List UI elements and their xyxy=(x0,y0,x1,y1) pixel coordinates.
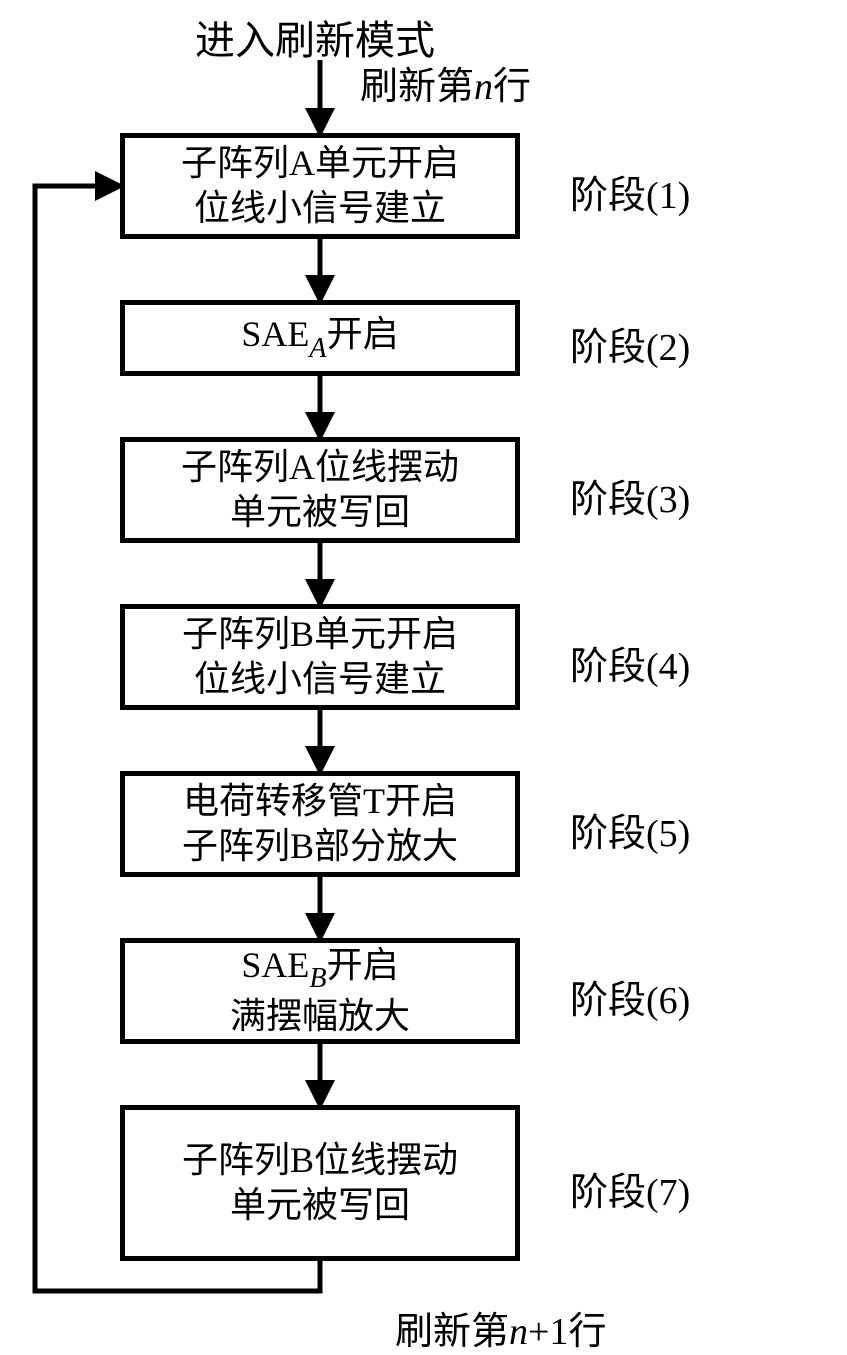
arrows-layer xyxy=(0,0,847,1355)
footer-prefix: 刷新第 xyxy=(395,1311,509,1353)
footer-plus: +1行 xyxy=(528,1311,606,1353)
chart-footer: 刷新第n+1行 xyxy=(395,1300,606,1355)
footer-var: n xyxy=(509,1311,528,1353)
flowchart-canvas: 进入刷新模式 刷新第n行 子阵列A单元开启位线小信号建立阶段(1)SAEA开启阶… xyxy=(0,0,847,1355)
